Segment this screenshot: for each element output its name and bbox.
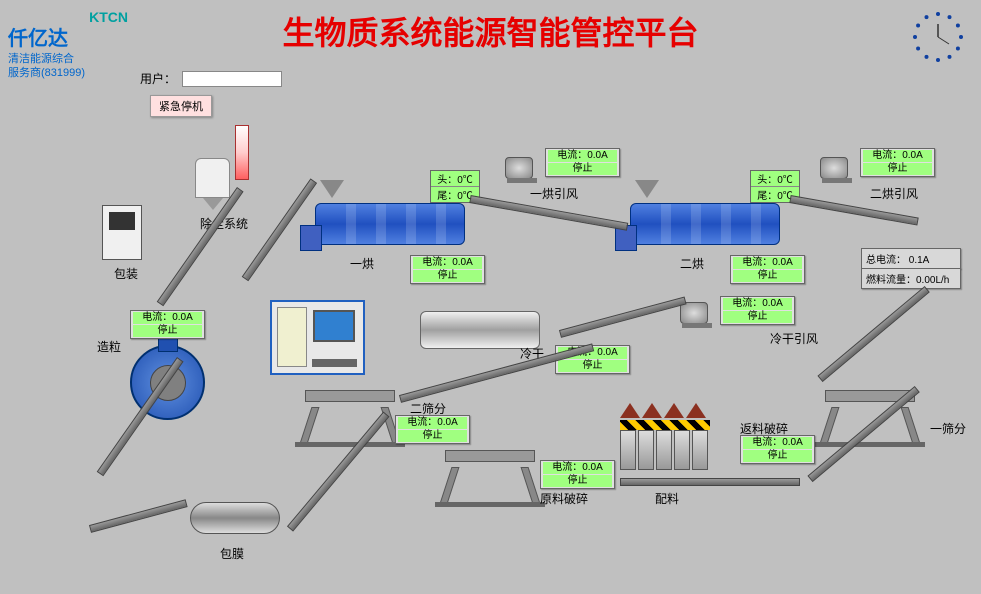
label-fan2: 二烘引风 (870, 185, 918, 202)
logo-sub1: 清洁能源综合 (8, 52, 128, 66)
status-fan1: 电流：0.0A 停止 (545, 148, 620, 177)
dryer1-state: 停止 (413, 270, 482, 282)
user-row: 用户： (140, 70, 282, 87)
label-crush1: 原料破碎 (540, 490, 588, 507)
status-pellet: 电流：0.0A 停止 (130, 310, 205, 339)
dryer2-current: 电流：0.0A (733, 257, 802, 269)
cool-state: 停止 (558, 360, 627, 372)
logo-ktcn: KTCN (8, 8, 128, 26)
status-dryer2: 电流：0.0A 停止 (730, 255, 805, 284)
fuel-flow-box: 燃料流量：0.00L/h (861, 268, 961, 289)
clock-icon (911, 10, 966, 65)
user-label: 用户： (140, 70, 176, 87)
status-sieve2: 电流：0.0A 停止 (395, 415, 470, 444)
label-pellet: 造粒 (97, 338, 121, 355)
status-crush1: 电流：0.0A 停止 (540, 460, 615, 489)
status-crush2: 电流：0.0A 停止 (740, 435, 815, 464)
conveyor-icon (559, 296, 687, 337)
status-dryer1: 电流：0.0A 停止 (410, 255, 485, 284)
label-coolfan: 冷干引风 (770, 330, 818, 347)
total-current-box: 总电流： 0.1A (861, 248, 961, 269)
label-fan1: 一烘引风 (530, 185, 578, 202)
fan1-icon (505, 155, 539, 183)
d1-head-temp: 头：0℃ (431, 171, 479, 187)
status-coolfan: 电流：0.0A 停止 (720, 296, 795, 325)
logo-name: 仟亿达 (8, 26, 128, 52)
fan2-current: 电流：0.0A (863, 150, 932, 162)
sieve2-current: 电流：0.0A (398, 417, 467, 429)
dryer2-state: 停止 (733, 270, 802, 282)
crush1-state: 停止 (543, 475, 612, 487)
computer-icon (270, 300, 365, 375)
pellet-state: 停止 (133, 325, 202, 337)
crusher-raw-icon (440, 450, 540, 510)
emergency-stop-button[interactable]: 紧急停机 (150, 95, 212, 117)
conveyor-icon (817, 286, 929, 382)
page-title: 生物质系统能源智能管控平台 (282, 8, 698, 54)
crush2-state: 停止 (743, 450, 812, 462)
packaging-icon (102, 205, 142, 260)
status-fan2: 电流：0.0A 停止 (860, 148, 935, 177)
d2-head-temp: 头：0℃ (751, 171, 799, 187)
logo-sub2: 服务商(831999) (8, 66, 128, 80)
fan1-current: 电流：0.0A (548, 150, 617, 162)
coolfan-current: 电流：0.0A (723, 298, 792, 310)
logo-block: KTCN 仟亿达 清洁能源综合 服务商(831999) (8, 8, 128, 81)
fan1-state: 停止 (548, 163, 617, 175)
label-dryer1: 一烘 (350, 255, 374, 272)
conveyor-icon (620, 478, 800, 486)
user-input[interactable] (182, 71, 282, 87)
label-mix: 配料 (655, 490, 679, 507)
conveyor-icon (89, 499, 188, 533)
fan2-icon (820, 155, 854, 183)
mill-icon (190, 498, 290, 538)
pellet-current: 电流：0.0A (133, 312, 202, 324)
dryer1-icon (305, 195, 465, 255)
label-film: 包膜 (220, 545, 244, 562)
sieve2-state: 停止 (398, 430, 467, 442)
fan2-state: 停止 (863, 163, 932, 175)
label-pack: 包装 (114, 265, 138, 282)
label-dryer2: 二烘 (680, 255, 704, 272)
dryer1-current: 电流：0.0A (413, 257, 482, 269)
mix-icon (620, 405, 710, 485)
coolfan-state: 停止 (723, 311, 792, 323)
label-sieve1: 一筛分 (930, 420, 966, 437)
crush1-current: 电流：0.0A (543, 462, 612, 474)
dryer2-icon (620, 195, 780, 255)
crush2-current: 电流：0.0A (743, 437, 812, 449)
